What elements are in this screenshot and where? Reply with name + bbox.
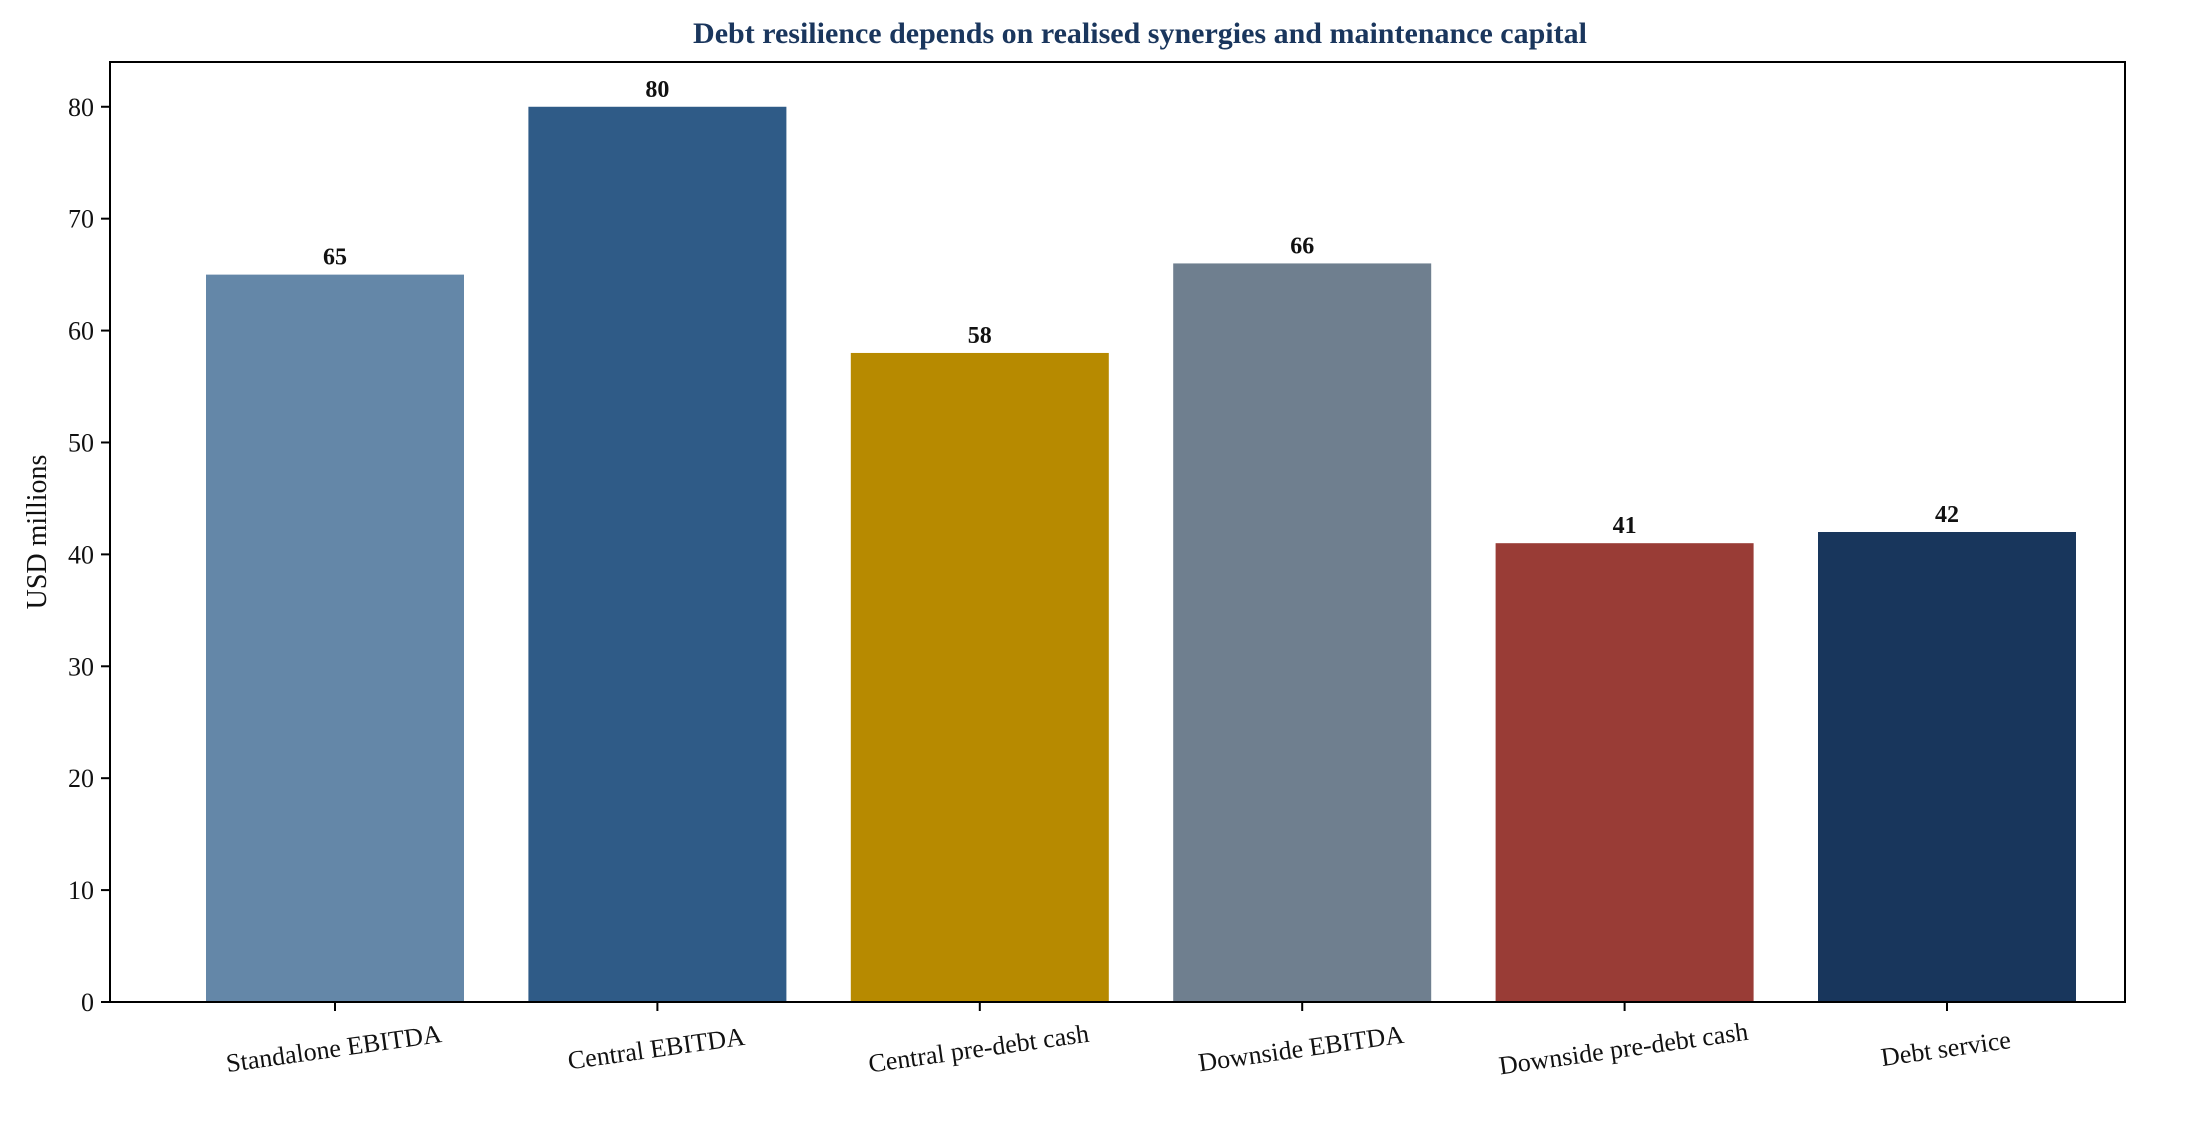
data-labels-group: 65 80 58 66 41 42: [323, 77, 1959, 539]
bar-4: [1495, 543, 1754, 1002]
bars-group: [206, 106, 2076, 1003]
x-tick-label-5: Debt service: [1879, 1025, 2012, 1072]
y-tick-label-4: 40: [68, 540, 94, 569]
y-tick-label-7: 70: [68, 205, 94, 234]
y-tick-label-8: 80: [68, 93, 94, 122]
bar-0: [206, 274, 464, 1003]
y-tick-label-5: 50: [68, 428, 94, 457]
y-tick-label-0: 0: [81, 988, 94, 1017]
x-axis: Standalone EBITDA Central EBITDA Central p…: [224, 1002, 2013, 1081]
y-axis-label: USD millions: [22, 455, 53, 610]
data-label-0: 65: [323, 245, 347, 271]
y-tick-label-1: 10: [68, 876, 94, 905]
data-label-4: 41: [1613, 513, 1637, 539]
bar-1: [528, 106, 787, 1002]
x-tick-label-1: Central EBITDA: [566, 1022, 747, 1076]
bar-2: [850, 352, 1109, 1002]
y-tick-label-6: 60: [68, 317, 94, 346]
data-label-2: 58: [968, 323, 992, 349]
y-tick-label-3: 30: [68, 652, 94, 681]
data-label-5: 42: [1935, 502, 1959, 528]
y-tick-label-2: 20: [68, 764, 94, 793]
x-tick-label-3: Downside EBITDA: [1196, 1020, 1405, 1078]
x-tick-label-0: Standalone EBITDA: [224, 1019, 443, 1078]
chart-title: Debt resilience depends on realised syne…: [693, 17, 1587, 50]
plot-frame: [109, 61, 2126, 1003]
bar-5: [1818, 532, 2076, 1002]
x-tick-label-4: Downside pre-debt cash: [1497, 1017, 1750, 1081]
data-label-3: 66: [1290, 233, 1314, 259]
data-label-1: 80: [645, 77, 669, 103]
bar-3: [1173, 263, 1432, 1002]
x-tick-label-2: Central pre-debt cash: [867, 1019, 1091, 1079]
y-axis: 0 10 20 30 40 50 60 70 80: [68, 93, 110, 1017]
